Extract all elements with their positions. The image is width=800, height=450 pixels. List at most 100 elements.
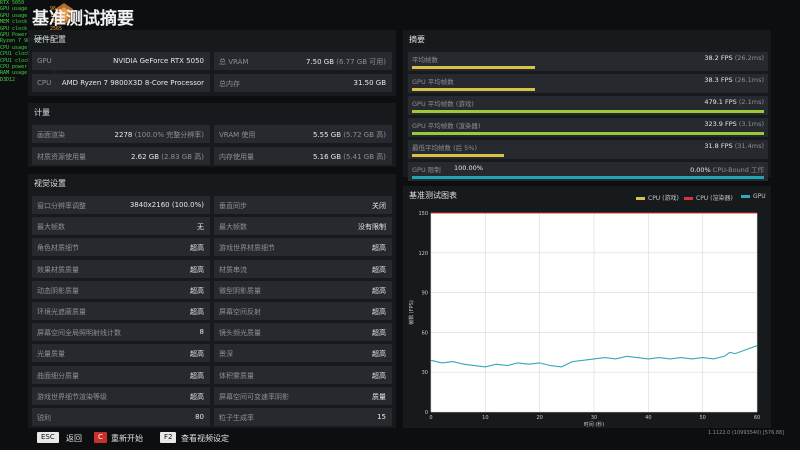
summary-row: 平均帧数 38.2 FPS (26.2ms) <box>408 52 768 71</box>
overlay-value: 1000 <box>50 19 63 26</box>
setting-row[interactable]: 游戏世界材质细节 超高 <box>214 238 392 257</box>
overlay-key: GPU clock <box>0 25 28 32</box>
overlay-key: GPU Power <box>0 31 28 38</box>
setting-row[interactable]: 窗口分辨率调整 3840x2160 (100.0%) <box>32 196 210 214</box>
setting-row[interactable]: 锐利 80 <box>32 408 210 426</box>
summary-bar <box>412 154 504 157</box>
restart-label[interactable]: 重新开始 <box>111 434 143 443</box>
overlay-key: CPU power <box>0 63 28 70</box>
summary-row: GPU 平均帧数 (渲染器) 323.9 FPS (3.1ms) <box>408 118 768 137</box>
video-settings-label[interactable]: 查看视频设定 <box>181 434 229 443</box>
metric-sub: (5.41 GB 高) <box>343 153 386 161</box>
overlay-key: CPU usage <box>0 44 28 51</box>
setting-label: 屏幕空间反射 <box>219 308 261 316</box>
overlay-key: RAM usage <box>0 70 28 77</box>
setting-value: 超高 <box>372 329 386 338</box>
legend-swatch <box>636 197 645 200</box>
overlay-key: RTX 5050 <box>0 0 25 6</box>
y-axis-label: 帧数 (FPS) <box>408 300 415 325</box>
setting-value: 超高 <box>372 350 386 359</box>
setting-value: 超高 <box>372 371 386 380</box>
cpu-value: AMD Ryzen 7 9800X3D 8-Core Processor <box>61 79 204 87</box>
setting-value: 超高 <box>190 265 204 274</box>
setting-row[interactable]: 光量质量 超高 <box>32 344 210 363</box>
setting-label: 体积雾质量 <box>219 371 254 380</box>
metric-label: 画面渲染 <box>37 131 65 139</box>
metric-label: VRAM 使用 <box>219 131 256 139</box>
setting-row[interactable]: 屏幕空间反射 超高 <box>214 302 392 320</box>
setting-row[interactable]: 角色材质细节 超高 <box>32 238 210 257</box>
setting-value: 8 <box>199 328 204 337</box>
metrics-title: 计量 <box>34 108 50 117</box>
page-title: 基准测试摘要 <box>32 9 134 29</box>
summary-row: GPU 限制 100.00% 0.00% CPU-Bound 工作 <box>408 162 768 181</box>
metric-sub: (100.0% 完整分辨率) <box>134 131 204 139</box>
game-logo-icon <box>55 3 73 23</box>
summary-bar <box>412 88 536 91</box>
restart-key-button[interactable]: C <box>94 432 107 443</box>
setting-row[interactable]: 游戏世界细节渲染等级 超高 <box>32 386 210 405</box>
x-tick-label: 30 <box>591 415 597 421</box>
summary-value: 0.00% <box>690 166 711 174</box>
summary-sub: (3.1ms) <box>738 120 764 128</box>
metric-label: 内存使用量 <box>219 153 254 161</box>
metric-sub: (2.83 GB 高) <box>161 153 204 161</box>
visual-settings-panel: 视觉设置 窗口分辨率调整 3840x2160 (100.0%) 垂直同步 关闭 最大帧数… <box>28 174 396 428</box>
legend-item: CPU (渲染器) <box>684 193 733 202</box>
summary-label: GPU 平均帧数 (渲染器) <box>412 122 481 130</box>
setting-label: 材质串流 <box>219 265 247 274</box>
setting-value: 超高 <box>190 286 204 295</box>
setting-row[interactable]: 镜头频光质量 超高 <box>214 323 392 342</box>
metric-value: 2.62 GB <box>130 153 160 161</box>
overlay-row: Ryzen 7 9800X3D <box>0 38 72 44</box>
back-label[interactable]: 返回 <box>66 434 82 443</box>
setting-value: 超高 <box>372 308 386 316</box>
metric-value: 5.16 GB <box>312 153 342 161</box>
setting-label: 游戏世界材质细节 <box>219 244 275 253</box>
setting-row[interactable]: 微型阴影质量 超高 <box>214 280 392 299</box>
setting-row[interactable]: 曲面细分质量 超高 <box>32 365 210 384</box>
setting-row[interactable]: 效果材质质量 超高 <box>32 259 210 278</box>
setting-value: 没有限制 <box>358 223 386 232</box>
setting-row[interactable]: 环境光遮蔽质量 超高 <box>32 302 210 320</box>
setting-row[interactable]: 动态阴影质量 超高 <box>32 280 210 299</box>
overlay-key: MEM clock <box>0 19 28 26</box>
setting-label: 景深 <box>219 350 233 359</box>
summary-value: 31.8 FPS <box>704 142 733 150</box>
video-settings-key-button[interactable]: F2 <box>160 432 177 443</box>
setting-label: 微型阴影质量 <box>219 286 261 295</box>
setting-label: 屏幕空间可变速率阴影 <box>219 392 289 401</box>
setting-value: 80 <box>195 413 204 421</box>
esc-key-button[interactable]: ESC <box>37 432 59 443</box>
setting-value: 超高 <box>190 371 204 380</box>
setting-row[interactable]: 景深 超高 <box>214 344 392 363</box>
x-tick-label: 60 <box>754 415 760 421</box>
summary-value: 323.9 FPS <box>704 120 737 128</box>
metric-label: 材质资源使用量 <box>37 153 86 161</box>
summary-bar <box>412 132 764 135</box>
gpu-label: GPU <box>37 57 52 65</box>
setting-row[interactable]: 最大帧数 无 <box>32 217 210 236</box>
setting-row[interactable]: 屏幕空间全局照明射线计数 8 <box>32 323 210 342</box>
setting-row[interactable]: 屏幕空间可变速率阴影 质量 <box>214 386 392 405</box>
setting-label: 环境光遮蔽质量 <box>37 308 86 316</box>
setting-value: 超高 <box>372 286 386 295</box>
setting-row[interactable]: 垂直同步 关闭 <box>214 196 392 214</box>
summary-label: 平均帧数 <box>412 56 438 64</box>
setting-row[interactable]: 体积雾质量 超高 <box>214 365 392 384</box>
cpu-row: CPU AMD Ryzen 7 9800X3D 8-Core Processor <box>32 74 210 92</box>
memory-value: 31.50 GB <box>353 79 387 87</box>
setting-row[interactable]: 粒子生成率 15 <box>214 408 392 426</box>
setting-label: 粒子生成率 <box>219 414 254 422</box>
metric-row: 画面渲染 2278 (100.0% 完整分辨率) <box>32 125 210 143</box>
summary-row: 最低平均帧数 (后 5%) 31.8 FPS (31.4ms) <box>408 140 768 159</box>
summary-sub: (26.2ms) <box>734 54 764 62</box>
setting-row[interactable]: 材质串流 超高 <box>214 259 392 278</box>
vram-sub: (6.77 GB 可用) <box>336 58 386 66</box>
setting-row[interactable]: 最大帧数 没有限制 <box>214 217 392 236</box>
vram-row: 总 VRAM 7.50 GB (6.77 GB 可用) <box>214 52 392 70</box>
setting-label: 动态阴影质量 <box>37 286 79 295</box>
setting-value: 超高 <box>190 308 204 316</box>
summary-label: GPU 平均帧数 (游戏) <box>412 100 474 108</box>
overlay-key: D3D12 <box>0 76 16 83</box>
